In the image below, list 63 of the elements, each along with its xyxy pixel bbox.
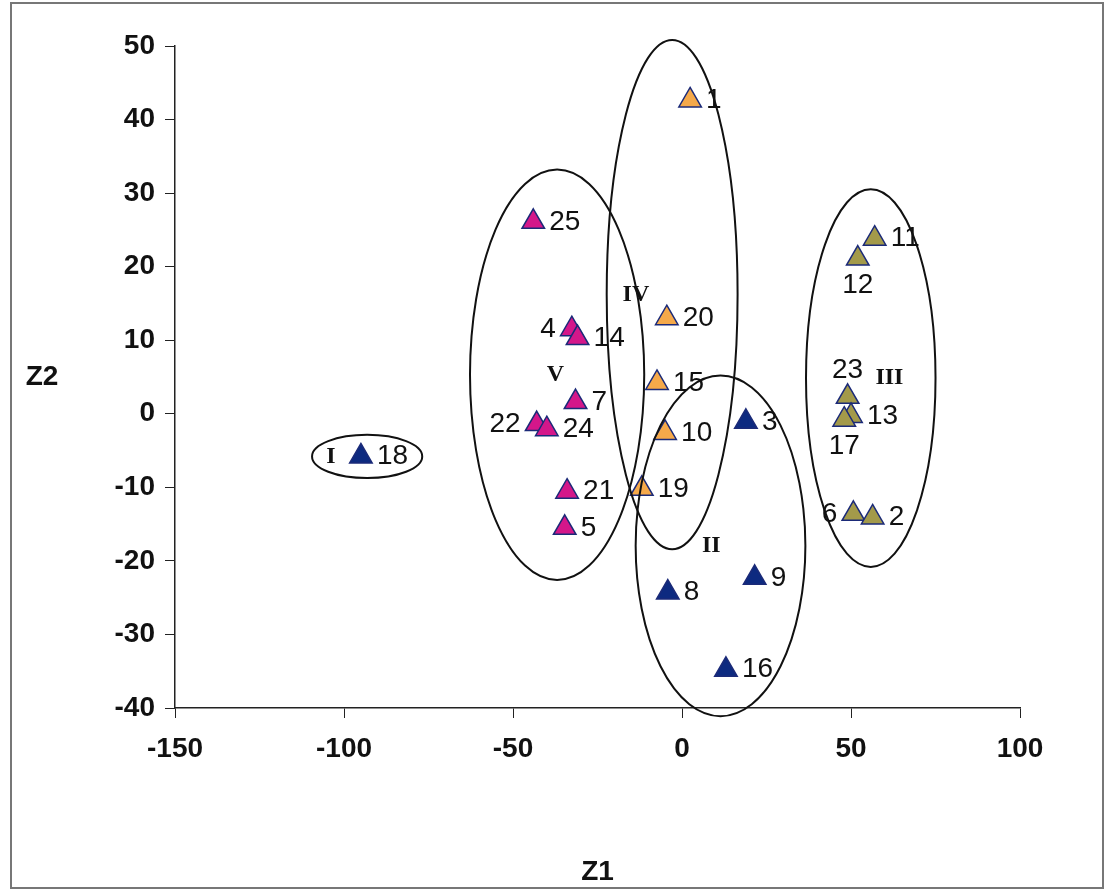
annotation: 2 (888, 500, 905, 532)
annotation: 24 (562, 411, 594, 443)
point (565, 324, 590, 346)
annotation: 25 (549, 204, 581, 236)
y-tick-label: -10 (114, 470, 155, 502)
annotation: 23 (832, 352, 864, 384)
annotation: 21 (583, 474, 615, 506)
point (862, 224, 887, 246)
x-tick-label: -100 (315, 731, 373, 763)
point (521, 208, 546, 230)
annotation: V (546, 360, 565, 386)
point (563, 388, 588, 410)
annotation: 12 (842, 268, 874, 300)
point (742, 564, 767, 586)
annotation: 15 (672, 365, 705, 397)
annotation: 16 (741, 652, 774, 684)
annotation: 20 (682, 300, 714, 332)
point (835, 383, 860, 405)
y-tick-label: 40 (123, 102, 155, 134)
annotation: 18 (376, 439, 409, 471)
annotation: 17 (828, 429, 860, 461)
point (713, 656, 738, 677)
annotation: 10 (681, 415, 713, 447)
y-tick-label: -20 (114, 543, 155, 575)
y-tick-label: 10 (123, 322, 155, 354)
x-tick-label: 100 (996, 731, 1044, 763)
point (678, 86, 703, 108)
annotation: III (875, 363, 904, 390)
annotation: I (326, 441, 336, 468)
x-axis-title: Z1 (581, 854, 614, 886)
annotation: II (701, 531, 721, 558)
point (644, 369, 669, 391)
annotation: 13 (867, 398, 899, 430)
point (841, 500, 866, 522)
point (348, 442, 373, 464)
point (832, 405, 857, 427)
x-tick-label: 0 (674, 731, 690, 763)
point (655, 578, 680, 600)
x-tick-label: -150 (146, 731, 204, 763)
annotation: 8 (683, 575, 700, 607)
x-tick-label: 50 (835, 731, 867, 763)
annotation: 7 (591, 384, 608, 416)
x-tick-label: -50 (492, 731, 534, 763)
y-axis-title: Z2 (25, 359, 59, 391)
annotation: 4 (540, 311, 556, 343)
annotation: 5 (580, 510, 597, 542)
annotation: 19 (657, 471, 689, 503)
point (534, 415, 559, 437)
annotation: 9 (770, 560, 787, 592)
y-tick-label: -30 (114, 617, 155, 649)
point (733, 408, 758, 430)
point (654, 304, 679, 326)
point (653, 419, 678, 441)
y-tick-label: 20 (123, 249, 155, 281)
point (845, 244, 870, 266)
point (860, 503, 885, 525)
y-tick-label: 50 (123, 28, 155, 60)
y-tick-label: -40 (114, 690, 155, 722)
y-tick-label: 30 (123, 175, 155, 207)
y-tick-label: 0 (139, 396, 155, 428)
point (555, 478, 580, 499)
point (552, 514, 577, 536)
annotation: 22 (489, 406, 521, 438)
